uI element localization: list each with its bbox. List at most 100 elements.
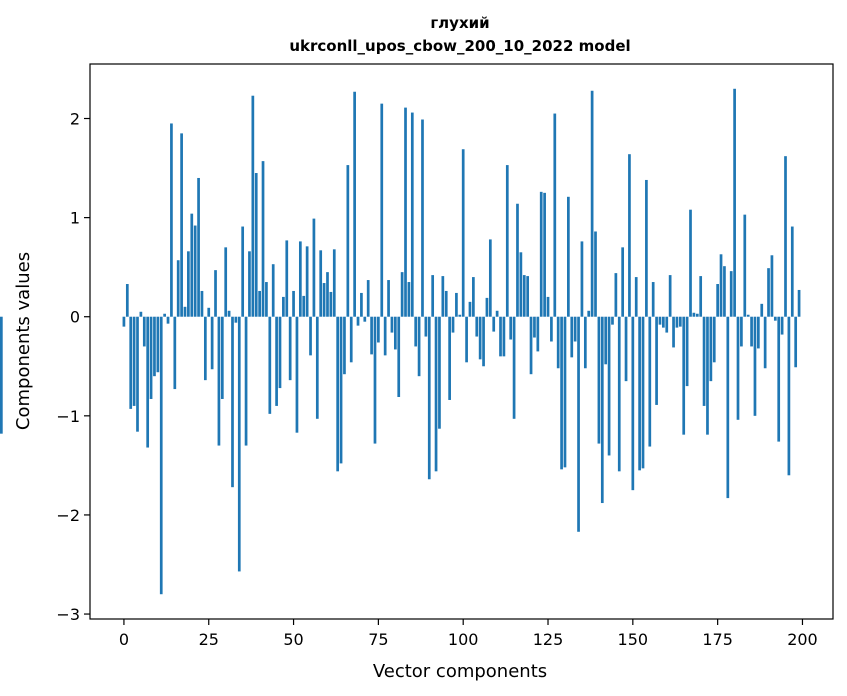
bar-11 [159,316,163,595]
bar-72 [366,280,370,317]
bar-147 [621,247,625,317]
bar-152 [638,316,641,471]
bar-90 [427,316,431,480]
bar-undefined [0,316,3,434]
bar-18 [183,306,187,317]
bar-25 [207,307,211,317]
bar-96 [448,316,451,400]
bar-33 [234,316,238,323]
bar-114 [509,316,513,340]
bar-98 [455,292,458,317]
bar-12 [163,313,166,317]
bar-97 [451,316,455,333]
bar-76 [380,103,384,317]
bar-75 [377,316,380,343]
bar-199 [797,289,801,317]
bar-73 [370,316,373,355]
x-axis-label: Vector components [373,661,547,682]
y-tick-label: −1 [56,407,80,426]
bar-161 [668,275,672,317]
bar-182 [740,316,743,347]
bar-81 [397,316,401,397]
bar-68 [353,91,356,317]
bar-124 [543,192,546,317]
bar-153 [641,316,645,469]
bar-175 [716,284,719,317]
x-tick-label: 175 [702,630,733,649]
bar-149 [628,154,631,317]
bar-148 [624,316,628,382]
bar-19 [187,251,190,317]
bar-171 [702,316,706,406]
bar-178 [726,316,730,499]
bar-24 [203,316,207,381]
x-axis-ticks: 0 25 50 75 100 125 150 175 200 [119,619,818,649]
bar-4 [136,316,139,432]
bar-89 [424,316,428,337]
bar-65 [343,316,346,375]
bar-64 [339,316,343,464]
bar-93 [438,316,441,429]
bar-110 [495,310,499,317]
bar-154 [645,179,648,317]
bar-145 [614,273,618,317]
bar-86 [414,316,418,347]
bar-54 [305,246,309,317]
x-tick-label: 25 [199,630,219,649]
bar-66 [346,165,350,317]
bar-20 [190,213,194,317]
bar-184 [746,314,750,317]
bar-44 [271,264,275,317]
bar-39 [254,173,258,317]
bar-186 [753,316,757,416]
y-tick-label: 1 [70,209,80,228]
bar-126 [550,316,553,342]
bar-101 [465,316,468,363]
bar-176 [719,254,723,317]
bar-100 [461,149,465,317]
bar-43 [268,316,272,414]
bar-1 [125,284,129,317]
bar-36 [244,316,248,446]
x-tick-label: 200 [787,630,818,649]
y-axis-ticks: −3 −2 −1 0 1 2 [56,110,90,624]
bar-165 [682,316,686,435]
bar-80 [393,316,397,350]
bar-63 [336,316,340,472]
bar-62 [332,249,336,317]
bar-46 [278,316,282,389]
bar-134 [577,316,580,532]
bar-84 [407,282,411,317]
bar-26 [210,316,214,370]
bar-173 [709,316,713,382]
bar-61 [329,291,333,317]
bar-88 [421,119,424,317]
y-tick-label: −2 [56,506,80,525]
bar-139 [594,231,597,317]
bar-142 [604,316,608,365]
bar-177 [723,266,726,317]
bar-71 [363,316,367,322]
plot-frame [89,63,834,620]
bar-130 [563,316,567,468]
bar-131 [567,196,570,317]
bar-191 [770,255,774,317]
bar-16 [176,260,180,317]
bar-172 [706,316,709,435]
bar-6 [142,316,146,347]
bar-30 [224,247,228,317]
bar-132 [570,316,574,358]
bar-123 [539,191,543,317]
bar-59 [322,283,326,317]
bar-179 [729,271,733,317]
bar-29 [220,316,224,399]
bar-28 [217,316,221,446]
x-tick-label: 75 [368,630,388,649]
bar-137 [587,310,591,317]
x-tick-label: 150 [618,630,649,649]
bar-150 [631,316,635,491]
bar-125 [546,296,550,317]
bar-187 [757,316,760,349]
bar-112 [502,316,506,357]
bar-115 [512,316,516,419]
